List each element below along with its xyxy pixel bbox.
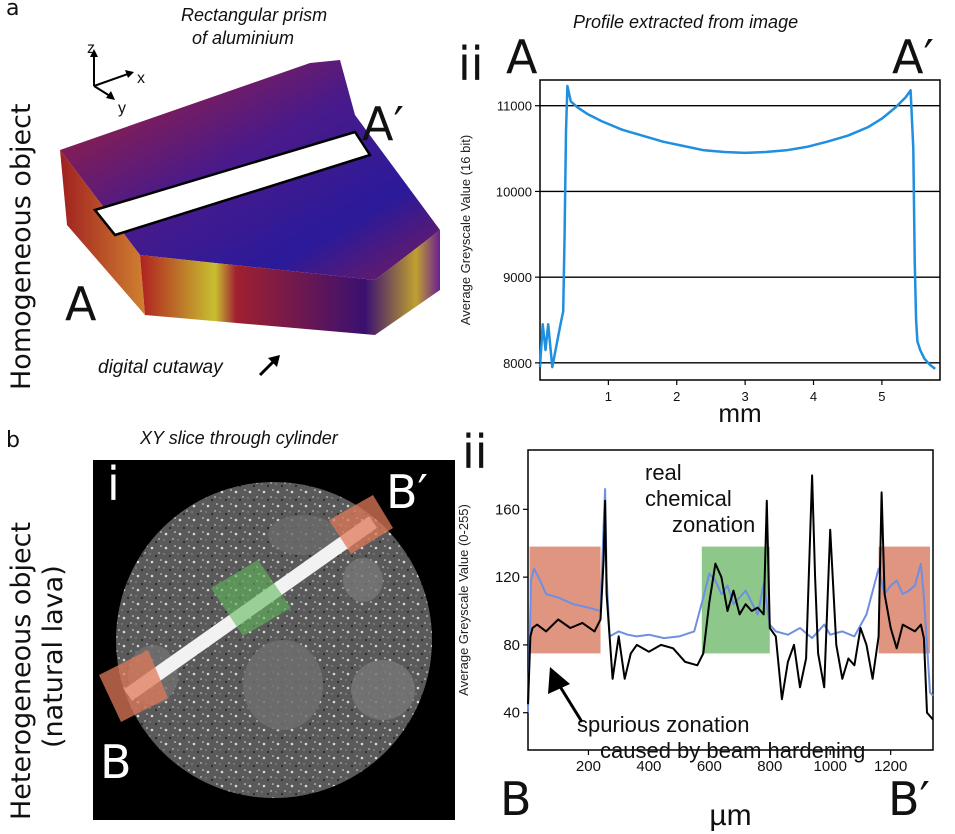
y-tick-label: 120 — [495, 569, 520, 586]
slice-roman: i — [107, 457, 120, 511]
chart-a-caption: Profile extracted from image — [573, 12, 799, 32]
y-tick-label: 160 — [495, 501, 520, 518]
chart-b-B-label: B — [500, 772, 532, 826]
x-tick-label: 600 — [697, 758, 722, 775]
series-line-0 — [538, 84, 936, 370]
y-tick-label: 80 — [503, 637, 520, 654]
y-tick-label: 11000 — [497, 99, 532, 114]
x-tick-label: 4 — [810, 389, 817, 404]
transect-start-highlight — [99, 650, 168, 722]
panel-a-letter: a — [6, 0, 20, 21]
axis-z-label: z — [87, 40, 95, 57]
chart-a-roman: ii — [458, 37, 484, 91]
greyscale-profile-chart-16bit: 1 2 3 4 5 8000 9000 10000 11000 mm Average Greysca… — [458, 79, 941, 428]
x-tick-label: 200 — [576, 758, 601, 775]
plot-frame — [527, 449, 934, 751]
annotation-spurious-line1: spurious zonation — [577, 712, 750, 737]
x-tick-label: 1200 — [874, 758, 907, 775]
x-tick-label: 1 — [605, 389, 612, 404]
x-tick-label: 1000 — [814, 758, 847, 775]
cutaway-arrow-icon — [258, 355, 280, 377]
panel-b-side-label-line1: Heterogeneous object — [6, 521, 37, 820]
lava-slice-image — [93, 460, 455, 820]
slice-caption: XY slice through cylinder — [140, 428, 338, 448]
chart-a-A-prime-label: A′ — [892, 30, 934, 84]
y-tick-label: 10000 — [496, 184, 532, 199]
aluminium-prism-image — [60, 60, 440, 335]
greyscale-profile-chart-8bit: 200 400 600 800 1000 1200 40 80 120 160 µm Average … — [456, 449, 934, 832]
axis-y-label: y — [118, 100, 126, 117]
annotation-real-line2: chemical — [645, 486, 732, 511]
chart-a-A-label: A — [506, 30, 538, 84]
spurious-arrow-icon — [548, 667, 584, 723]
x-tick-label: 3 — [742, 389, 749, 404]
transect-middle-highlight — [211, 560, 291, 636]
y-axis-label: Average Greyscale Value (0-255) — [456, 504, 471, 696]
prism-caption-line1: Rectangular prism — [181, 5, 328, 25]
panel-b-side-label-line2: (natural lava) — [38, 565, 69, 748]
annotation-real-line3: zonation — [672, 512, 756, 537]
point-A-prime-label: A′ — [362, 97, 404, 151]
prism-caption-line2: of aluminium — [192, 28, 295, 48]
series-line-black — [527, 474, 934, 721]
point-B-label: B — [100, 735, 132, 789]
annotation-real-line1: real — [645, 460, 682, 485]
chart-b-roman: ii — [462, 425, 488, 479]
cutaway-label: digital cutaway — [98, 357, 223, 378]
x-tick-label: 5 — [878, 389, 885, 404]
panel-a-side-label: Homogeneous object — [6, 103, 37, 390]
chart-b-B-prime-label: B′ — [888, 772, 931, 826]
y-tick-label: 8000 — [503, 356, 532, 371]
x-tick-label: 800 — [757, 758, 782, 775]
panel-b-letter: b — [6, 428, 20, 453]
y-axis-label: Average Greyscale Value (16 bit) — [458, 135, 473, 325]
point-A-label: A — [65, 277, 97, 331]
series-line-blue — [527, 488, 934, 713]
transect-end-highlight — [329, 495, 393, 554]
plot-frame — [539, 79, 941, 381]
x-tick-label: 2 — [673, 389, 680, 404]
y-tick-label: 40 — [503, 705, 520, 722]
y-tick-label: 9000 — [503, 270, 532, 285]
x-axis-label: mm — [718, 398, 761, 428]
x-axis-label: µm — [709, 799, 751, 832]
cutaway-slot — [92, 130, 372, 237]
point-B-prime-label: B′ — [386, 465, 429, 519]
axis-triad-icon — [90, 49, 134, 100]
axis-x-label: x — [137, 70, 145, 87]
annotation-spurious-line2: caused by beam hardening — [600, 738, 866, 763]
x-tick-label: 400 — [636, 758, 661, 775]
